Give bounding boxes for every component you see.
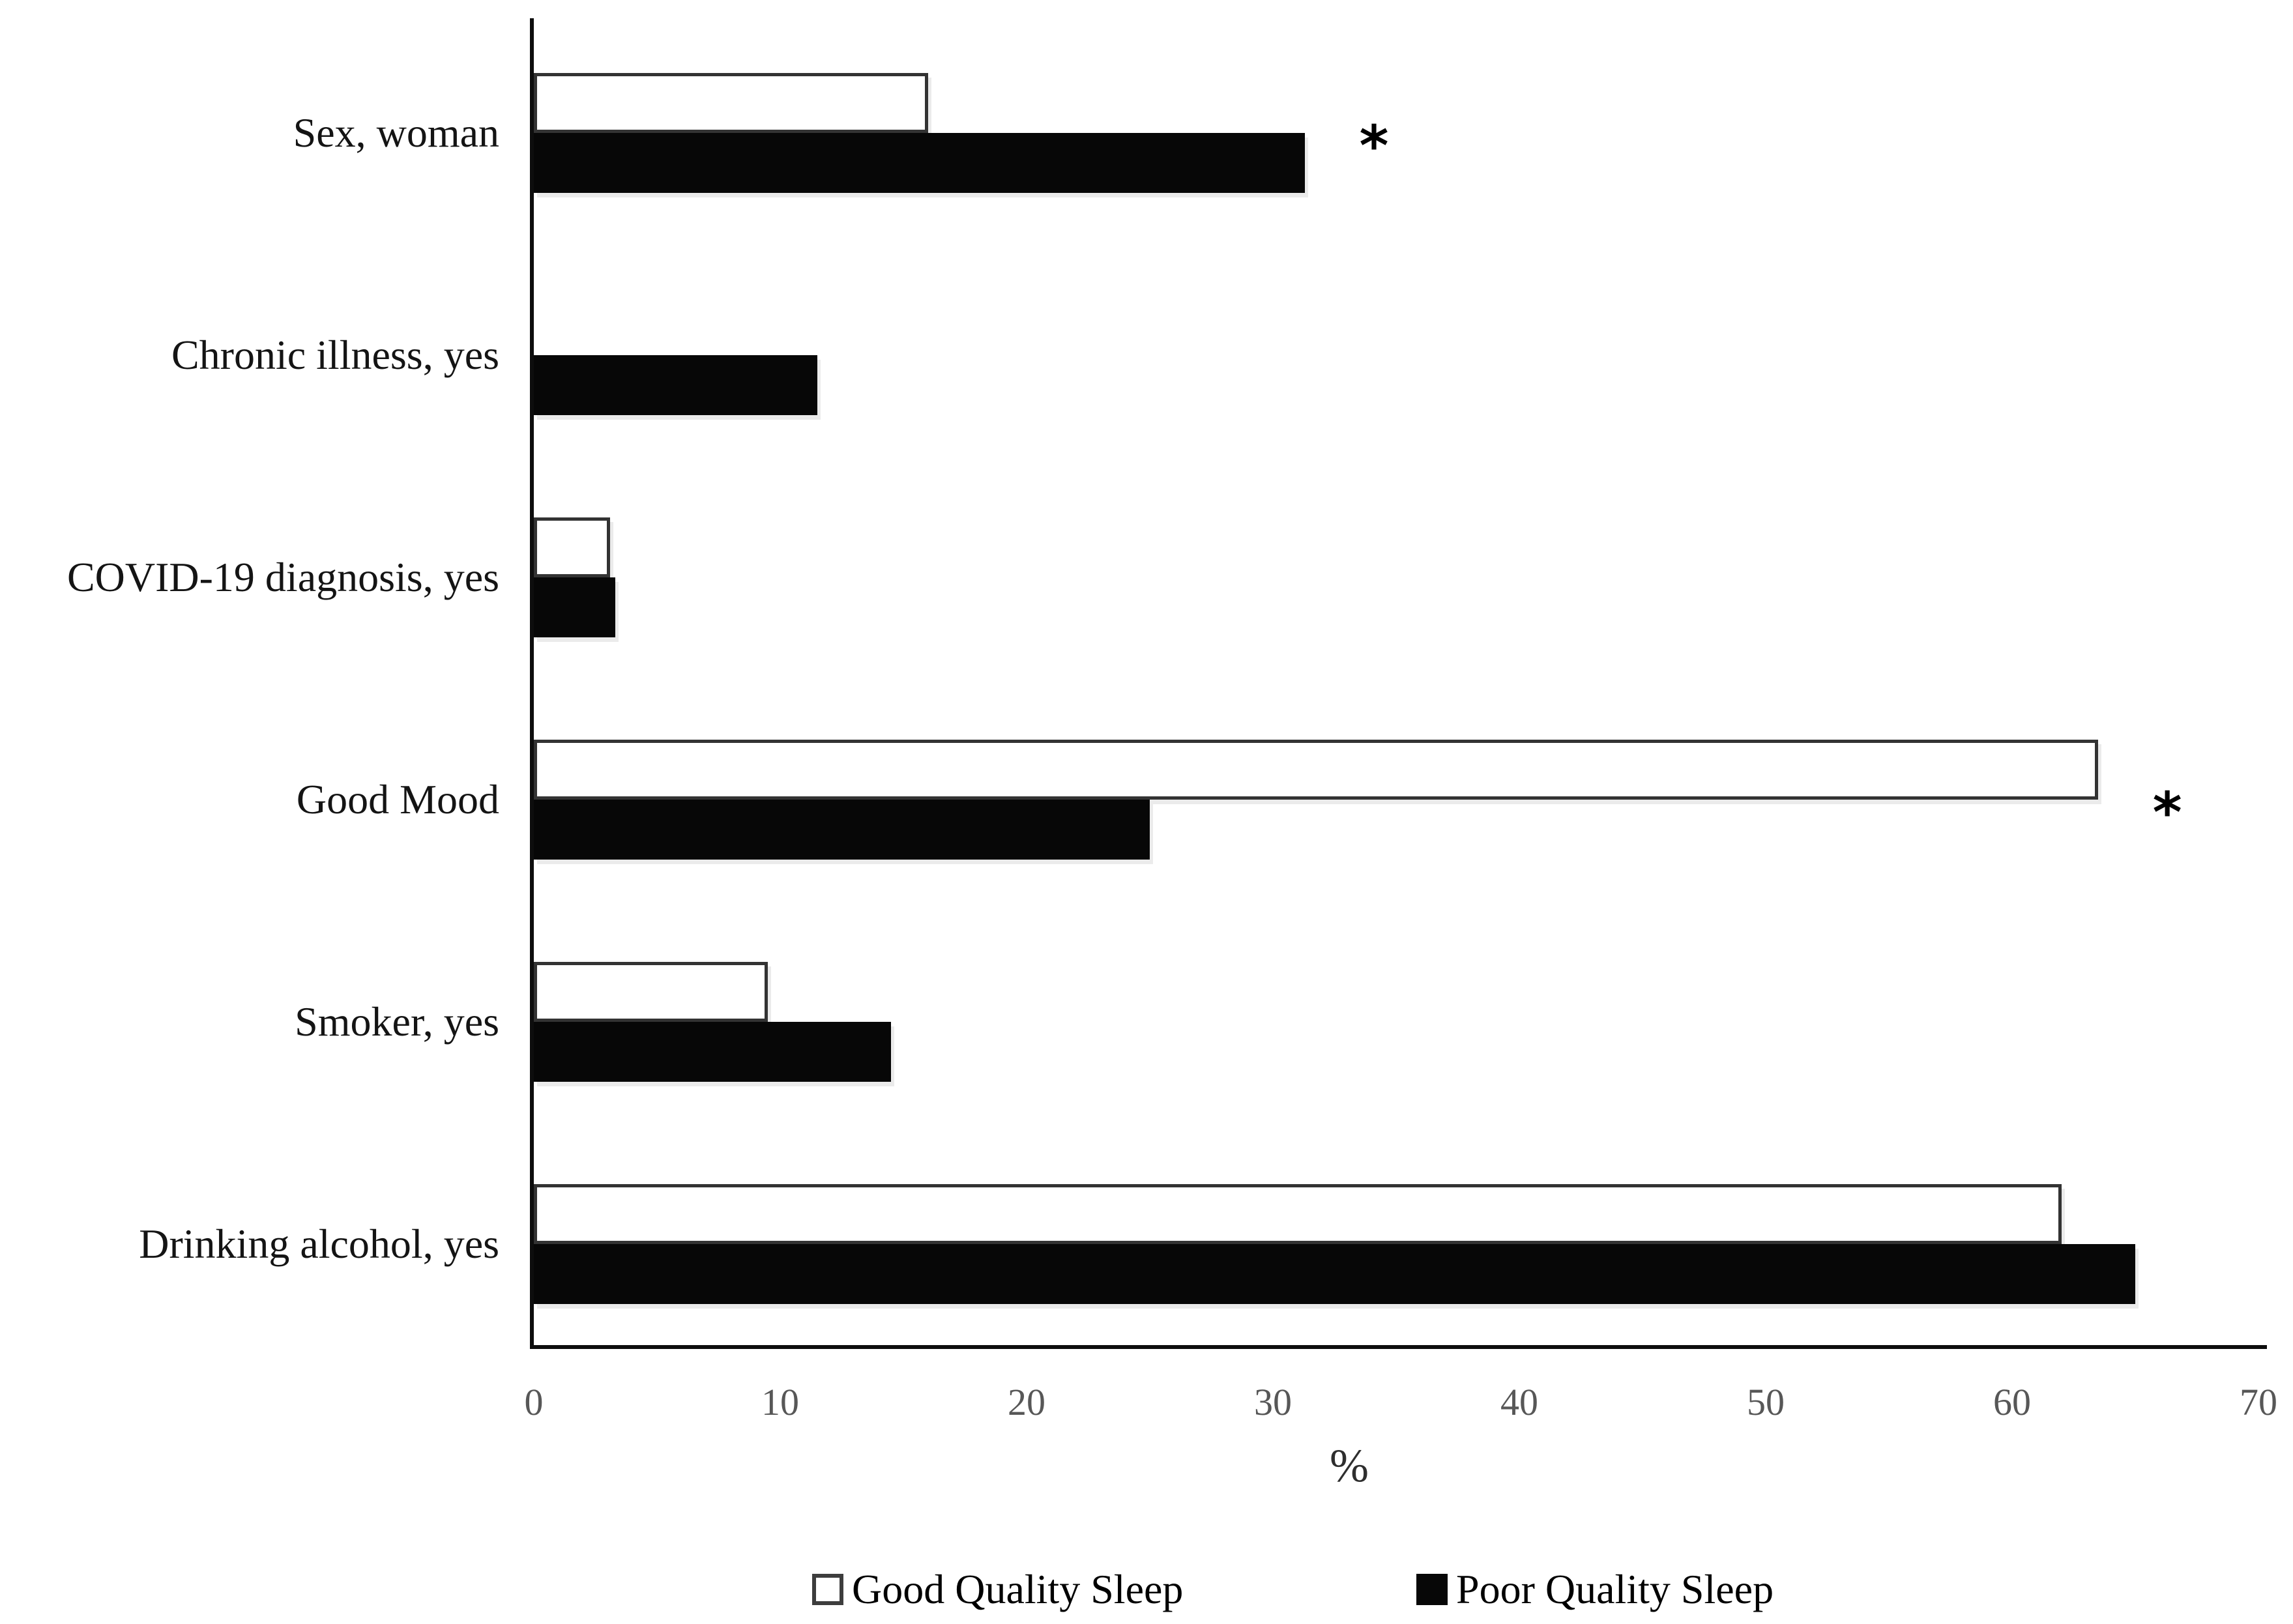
bar-poor-quality-sleep — [534, 133, 1306, 193]
bar-poor-quality-sleep — [534, 1022, 892, 1082]
x-tick-label: 30 — [1254, 1381, 1292, 1423]
category-label: Smoker, yes — [295, 998, 499, 1045]
bar-poor-quality-sleep — [534, 577, 615, 637]
x-axis-label: % — [1330, 1440, 1369, 1492]
bar-good-quality-sleep — [534, 962, 768, 1022]
x-tick-label: 0 — [524, 1381, 544, 1423]
bar-good-quality-sleep — [534, 73, 928, 133]
x-axis-ticks: 0 10 20 30 40 50 60 70 — [525, 1380, 2278, 1426]
x-tick-label: 50 — [1747, 1381, 1785, 1423]
x-tick-label: 10 — [761, 1381, 799, 1423]
bar-poor-quality-sleep — [534, 1244, 2135, 1304]
bar-good-quality-sleep — [534, 517, 611, 577]
plot-area: * * — [534, 18, 2258, 1345]
legend-label-poor-quality-sleep: Poor Quality Sleep — [1456, 1566, 1774, 1612]
legend-swatch-poor-quality-sleep — [1416, 1574, 1448, 1605]
significance-asterisk: * — [2152, 780, 2182, 846]
bar-good-quality-sleep — [534, 740, 2099, 800]
legend-label-good-quality-sleep: Good Quality Sleep — [852, 1566, 1184, 1612]
category-label: Chronic illness, yes — [171, 332, 499, 378]
bar-poor-quality-sleep — [534, 800, 1150, 860]
category-label: COVID-19 diagnosis, yes — [66, 554, 499, 600]
category-label: Drinking alcohol, yes — [139, 1221, 499, 1267]
legend-item-poor-quality-sleep: Poor Quality Sleep — [1416, 1565, 1774, 1614]
category-label: Good Mood — [296, 776, 499, 822]
x-axis-line — [530, 1345, 2267, 1349]
bar-poor-quality-sleep — [534, 355, 817, 415]
y-axis-line — [530, 18, 534, 1349]
bar-good-quality-sleep — [534, 1184, 2062, 1244]
x-tick-label: 70 — [2240, 1381, 2277, 1423]
legend-item-good-quality-sleep: Good Quality Sleep — [812, 1565, 1183, 1614]
x-tick-label: 40 — [1500, 1381, 1538, 1423]
significance-asterisk: * — [1359, 113, 1389, 179]
x-tick-label: 20 — [1008, 1381, 1045, 1423]
category-label: Sex, woman — [293, 109, 499, 156]
x-tick-label: 60 — [1993, 1381, 2031, 1423]
legend-swatch-good-quality-sleep — [812, 1574, 843, 1605]
